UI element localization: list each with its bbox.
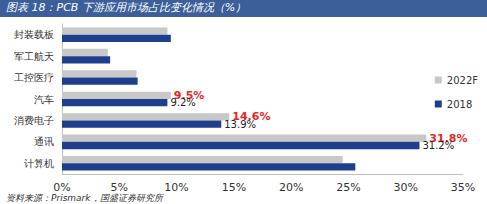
svg-text:31.8%: 31.8%: [429, 131, 468, 145]
svg-text:汽车: 汽车: [34, 94, 54, 105]
svg-text:军工航天: 军工航天: [14, 51, 54, 62]
svg-text:资料来源：Prismark，国盛证券研究所: 资料来源：Prismark，国盛证券研究所: [6, 193, 165, 203]
svg-text:0%: 0%: [53, 181, 70, 194]
svg-text:13.9%: 13.9%: [224, 119, 256, 130]
svg-text:计算机: 计算机: [24, 158, 54, 169]
svg-text:30%: 30%: [393, 181, 417, 194]
svg-text:35%: 35%: [451, 181, 475, 194]
svg-text:9.5%: 9.5%: [173, 88, 205, 102]
svg-text:10%: 10%: [164, 181, 188, 194]
svg-text:5%: 5%: [111, 181, 128, 194]
svg-text:14.6%: 14.6%: [232, 110, 271, 124]
svg-text:图表 18：PCB 下游应用市场占比变化情况（%）: 图表 18：PCB 下游应用市场占比变化情况（%）: [6, 1, 246, 14]
svg-text:2022F: 2022F: [447, 75, 478, 86]
svg-text:31.2%: 31.2%: [422, 140, 454, 151]
svg-text:消费电子: 消费电子: [14, 115, 54, 126]
svg-text:通讯: 通讯: [34, 136, 54, 147]
svg-text:封装载板: 封装载板: [14, 29, 54, 40]
svg-text:15%: 15%: [222, 181, 246, 194]
svg-text:工控医疗: 工控医疗: [14, 72, 54, 83]
svg-text:20%: 20%: [279, 181, 303, 194]
svg-text:9.2%: 9.2%: [170, 97, 195, 108]
svg-text:2018: 2018: [447, 99, 472, 110]
svg-text:25%: 25%: [336, 181, 360, 194]
